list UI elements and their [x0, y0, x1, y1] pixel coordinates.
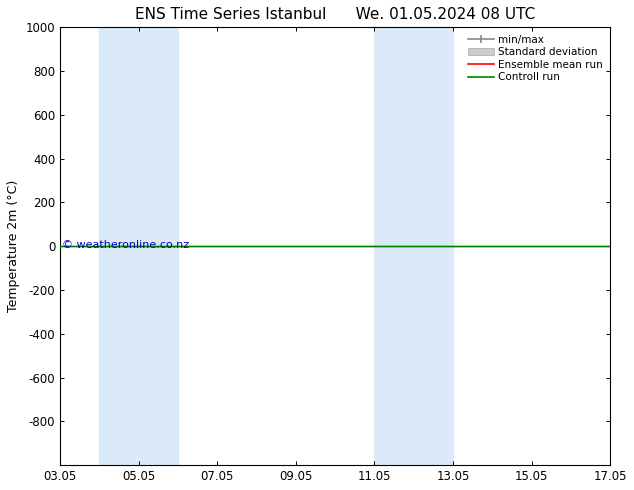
Text: © weatheronline.co.nz: © weatheronline.co.nz: [62, 240, 189, 250]
Legend: min/max, Standard deviation, Ensemble mean run, Controll run: min/max, Standard deviation, Ensemble me…: [466, 32, 605, 84]
Y-axis label: Temperature 2m (°C): Temperature 2m (°C): [7, 180, 20, 312]
Bar: [139, 27, 178, 465]
Bar: [375, 27, 414, 465]
Bar: [414, 27, 453, 465]
Title: ENS Time Series Istanbul      We. 01.05.2024 08 UTC: ENS Time Series Istanbul We. 01.05.2024 …: [135, 7, 535, 22]
Bar: [100, 27, 139, 465]
